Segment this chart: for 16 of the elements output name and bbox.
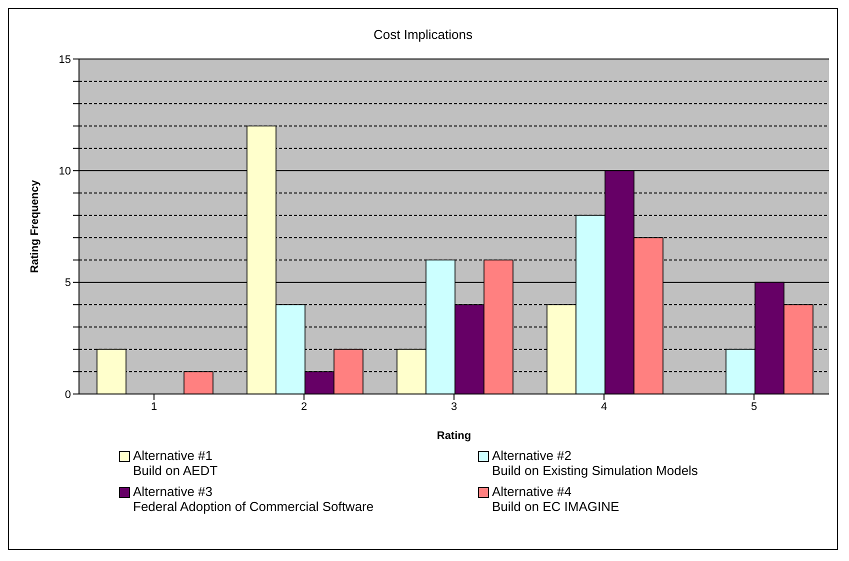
x-tick-label: 1 <box>150 400 158 413</box>
y-tick-label: 15 <box>58 54 71 66</box>
legend-label: Alternative #1 Build on AEDT <box>133 448 218 478</box>
y-tick-label: 5 <box>64 277 71 290</box>
chart-title: Cost Implications <box>372 27 474 42</box>
x-tick-label: 4 <box>600 400 608 413</box>
legend-label: Alternative #2 Build on Existing Simulation Models <box>492 448 698 478</box>
legend-label: Alternative #4 Build on EC IMAGINE <box>492 484 620 514</box>
x-tick-label: 3 <box>450 400 458 413</box>
x-tick-label: 2 <box>300 400 308 413</box>
y-axis-title: Rating Frequency <box>28 179 41 273</box>
x-axis-title: Rating <box>436 430 472 442</box>
y-tick-label: 0 <box>64 388 71 401</box>
x-tick-label: 5 <box>750 400 758 413</box>
y-tick-label: 10 <box>58 166 71 178</box>
legend-label: Alternative #3 Federal Adoption of Commercial Software <box>133 484 374 514</box>
